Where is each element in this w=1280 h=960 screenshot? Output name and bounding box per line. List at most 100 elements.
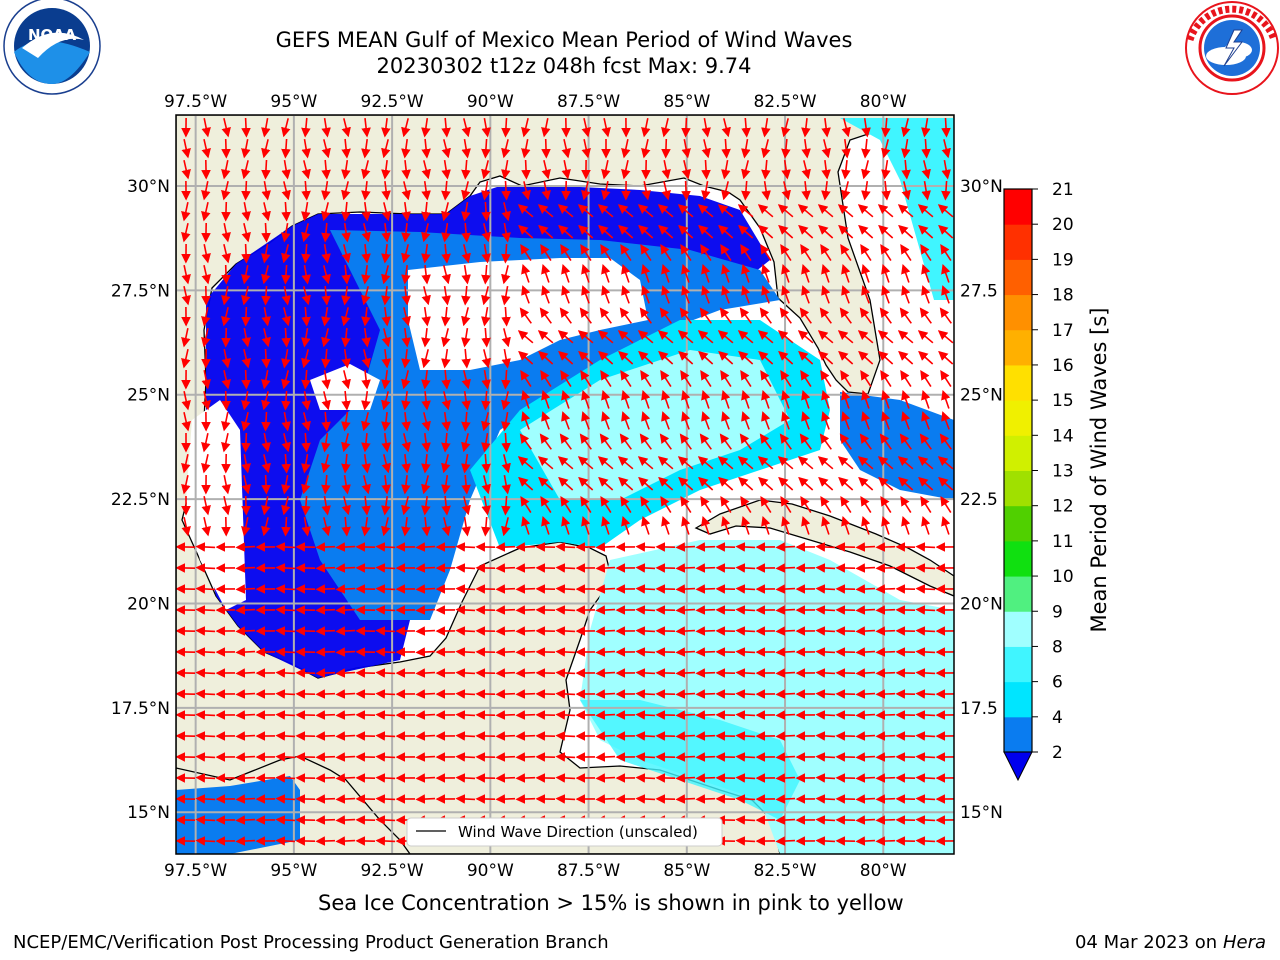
lat-tick-right: 30°N (960, 177, 1003, 197)
direction-arrow (681, 139, 691, 159)
direction-arrow (461, 496, 471, 516)
direction-arrow (381, 223, 391, 243)
direction-arrow (638, 476, 654, 491)
direction-arrow (421, 265, 431, 285)
direction-arrow (401, 349, 411, 369)
direction-arrow (635, 626, 656, 636)
direction-arrow (495, 563, 516, 573)
direction-arrow (381, 517, 391, 537)
direction-arrow (261, 222, 271, 243)
lat-tick-left: 17.5°N (111, 699, 170, 719)
direction-arrow (797, 204, 814, 218)
direction-arrow (581, 181, 591, 201)
direction-arrow (875, 668, 896, 678)
direction-arrow (221, 181, 231, 201)
direction-arrow (695, 689, 716, 699)
direction-arrow (719, 307, 732, 324)
direction-arrow (915, 815, 936, 825)
direction-arrow (721, 389, 731, 409)
direction-arrow (695, 731, 716, 741)
colorbar-tick-label: 2 (1052, 743, 1063, 763)
direction-arrow (375, 584, 396, 594)
direction-arrow (201, 370, 211, 390)
direction-arrow (321, 495, 331, 516)
direction-arrow (898, 224, 914, 239)
direction-arrow (521, 159, 531, 180)
direction-arrow (221, 327, 231, 348)
direction-arrow (241, 517, 251, 537)
direction-arrow (620, 496, 632, 514)
direction-arrow (381, 202, 391, 222)
direction-arrow (521, 411, 531, 430)
direction-arrow (341, 390, 351, 411)
direction-arrow (381, 160, 391, 180)
direction-arrow (520, 244, 532, 262)
direction-arrow (321, 285, 331, 306)
direction-arrow (181, 223, 191, 243)
direction-arrow (861, 285, 871, 304)
direction-arrow (841, 263, 851, 283)
direction-arrow (738, 224, 754, 239)
direction-arrow (641, 389, 651, 409)
direction-arrow (361, 412, 371, 432)
direction-arrow (555, 647, 576, 657)
direction-arrow (815, 626, 836, 636)
direction-arrow (481, 369, 491, 390)
direction-arrow (821, 118, 831, 138)
direction-arrow (341, 516, 351, 537)
direction-arrow (301, 453, 311, 474)
direction-arrow (639, 433, 652, 450)
direction-arrow (441, 517, 451, 537)
direction-arrow (381, 139, 391, 159)
direction-arrow (375, 794, 396, 804)
direction-arrow (557, 456, 574, 470)
direction-arrow (321, 432, 331, 453)
direction-arrow (481, 160, 491, 180)
direction-arrow (775, 773, 796, 783)
direction-arrow (695, 626, 716, 636)
direction-arrow (415, 773, 436, 783)
direction-arrow (761, 263, 771, 283)
colorbar-segment (1004, 400, 1032, 436)
direction-arrow (421, 223, 431, 243)
direction-arrow (381, 454, 391, 474)
direction-arrow (775, 752, 796, 762)
direction-arrow (461, 244, 471, 264)
direction-arrow (335, 563, 356, 573)
direction-arrow (855, 689, 876, 699)
direction-arrow (921, 285, 931, 304)
direction-arrow (921, 263, 931, 283)
direction-arrow (940, 244, 952, 262)
direction-arrow (481, 349, 491, 369)
direction-arrow (635, 710, 656, 720)
direction-arrow (801, 411, 811, 430)
direction-arrow (321, 474, 331, 495)
direction-arrow (515, 794, 536, 804)
direction-arrow (301, 243, 311, 264)
direction-arrow (321, 411, 331, 432)
direction-arrow (635, 668, 656, 678)
direction-arrow (855, 731, 876, 741)
direction-arrow (861, 160, 871, 180)
direction-arrow (401, 286, 411, 306)
direction-arrow (335, 710, 356, 720)
direction-arrow (415, 563, 436, 573)
direction-arrow (761, 389, 771, 409)
direction-arrow (877, 330, 894, 344)
direction-arrow (515, 668, 536, 678)
direction-arrow (619, 307, 632, 324)
direction-arrow (495, 626, 516, 636)
direction-arrow (481, 201, 491, 222)
direction-arrow (735, 773, 756, 783)
direction-arrow (661, 411, 671, 430)
direction-arrow (577, 204, 594, 218)
direction-arrow (915, 584, 936, 594)
direction-arrow (301, 390, 311, 411)
direction-arrow (561, 389, 571, 409)
direction-arrow (839, 307, 852, 324)
direction-arrow (675, 668, 696, 678)
direction-arrow (515, 710, 536, 720)
direction-arrow (461, 307, 471, 327)
direction-arrow (501, 328, 511, 348)
direction-arrow (461, 138, 471, 159)
